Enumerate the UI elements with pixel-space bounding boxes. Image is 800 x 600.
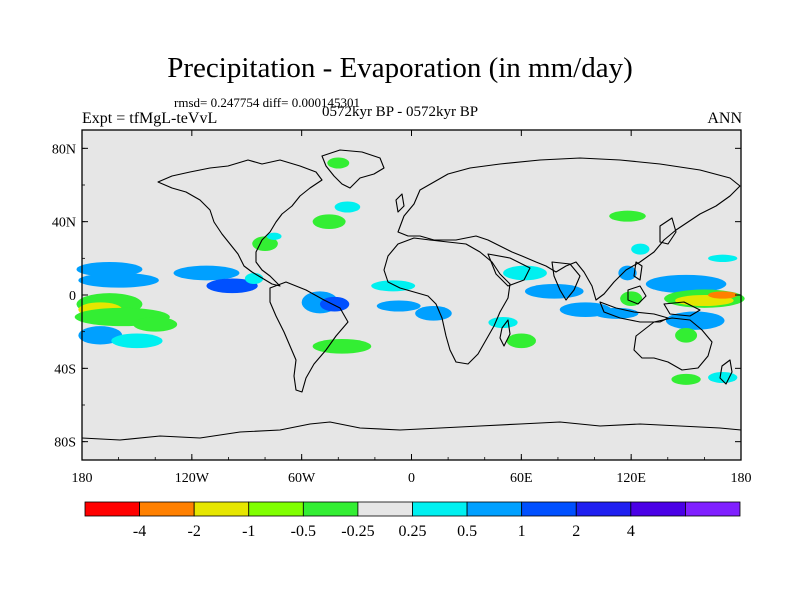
colorbar-label: 2 (572, 523, 580, 540)
colorbar-label: 4 (627, 523, 635, 540)
page-title: Precipitation - Evaporation (in mm/day) (167, 52, 633, 84)
coastline-new-zealand (719, 359, 733, 385)
anomaly-patch (206, 278, 258, 294)
colorbar-label: -0.25 (341, 523, 374, 540)
coastline-arabia (487, 253, 531, 287)
coastline-japan (659, 217, 677, 245)
coastline-india (551, 261, 581, 301)
anomaly-patch (244, 273, 264, 284)
colorbar-swatch (302, 501, 359, 517)
anomaly-patch (327, 157, 350, 169)
anomaly-patch (708, 291, 738, 299)
colorbar-label: 0.25 (399, 523, 427, 540)
anomaly-patch (665, 311, 725, 330)
anomaly-patch (645, 274, 727, 294)
anomaly-patch (618, 265, 637, 281)
colorbar-swatch (248, 501, 304, 517)
colorbar-label: 1 (518, 523, 526, 540)
anomaly-patch (78, 326, 123, 345)
coastline-australia (633, 317, 713, 371)
lat-tick-label: 0 (69, 289, 76, 304)
anomaly-patch (376, 300, 421, 312)
anomaly-patch (503, 265, 547, 281)
latitude-axis: 80N 40N 0 40S 80S (52, 142, 741, 451)
anomaly-patch (671, 373, 701, 385)
colorbar-swatch (84, 501, 140, 517)
anomaly-patch (78, 273, 159, 288)
coastline-eurasia (397, 157, 741, 301)
anomaly-patch (488, 317, 518, 328)
lon-tick-label: 120E (616, 471, 646, 486)
coastline-madagascar (499, 319, 511, 347)
anomaly-patch (133, 317, 178, 332)
coastline-greenland (321, 149, 385, 189)
colorbar: -4 -2 -1 -0.5 -0.25 0.25 0.5 1 2 4 (84, 501, 741, 540)
colorbar-swatch (357, 501, 413, 517)
coastline-africa (383, 237, 511, 365)
anomaly-patch (620, 291, 643, 306)
anomaly-patch (609, 210, 646, 222)
colorbar-swatch (521, 501, 577, 517)
lon-tick-label: 180 (731, 471, 752, 486)
anomaly-patch (266, 232, 282, 240)
stats-label: rmsd= 0.247754 diff= 0.000145301 (174, 95, 360, 110)
colorbar-label: -4 (133, 523, 146, 540)
lat-tick-label: 80S (54, 436, 76, 451)
map-background (82, 130, 741, 460)
colorbar-label: -0.5 (291, 523, 316, 540)
colorbar-swatch (575, 501, 632, 517)
coastline-north-america (157, 159, 323, 287)
coastline-new-guinea (663, 301, 701, 317)
period-label: 0572kyr BP - 0572kyr BP (321, 104, 479, 120)
anomaly-patch (173, 265, 240, 281)
colorbar-label: -2 (188, 523, 201, 540)
coastline-borneo (627, 285, 647, 305)
anomaly-patch (524, 284, 584, 299)
anomaly-patch (708, 254, 738, 262)
anomaly-patch (371, 280, 416, 292)
experiment-label: Expt = tfMgL-teVvL (82, 110, 218, 127)
lat-tick-label: 40S (54, 362, 76, 377)
coastlines (81, 149, 742, 441)
coastline-antarctica (81, 421, 742, 441)
lon-tick-label: 180 (72, 471, 93, 486)
anomaly-patch (675, 328, 698, 343)
colorbar-swatch (412, 501, 468, 517)
colorbar-label: -1 (242, 523, 255, 540)
anomaly-patch (76, 262, 143, 277)
colorbar-swatch (139, 501, 195, 517)
longitude-axis: 180 120W 60W 0 60E 120E 180 (72, 130, 752, 486)
colorbar-swatch (685, 501, 741, 517)
anomaly-patch (631, 243, 650, 255)
anomaly-patch (312, 214, 346, 230)
season-label: ANN (707, 110, 742, 127)
colorbar-swatch (466, 501, 523, 517)
coastline-british-isles (395, 193, 405, 213)
anomaly-patch (319, 296, 350, 312)
colorbar-swatch (630, 501, 686, 517)
colorbar-label: 0.5 (457, 523, 477, 540)
anomaly-patch (111, 333, 163, 349)
anomaly-patch (415, 306, 452, 321)
lat-tick-label: 80N (52, 142, 76, 157)
lon-tick-label: 0 (408, 471, 415, 486)
anomaly-patch (506, 333, 536, 349)
anomaly-patch (334, 201, 361, 213)
lon-tick-label: 60W (288, 471, 316, 486)
anomaly-patch (312, 339, 372, 354)
lon-tick-label: 60E (510, 471, 533, 486)
anomaly-fields (74, 130, 745, 460)
coastline-south-america (269, 281, 349, 393)
colorbar-swatch (193, 501, 250, 517)
lon-tick-label: 120W (175, 471, 210, 486)
lat-tick-label: 40N (52, 216, 76, 231)
coastline-philippines (633, 261, 643, 281)
